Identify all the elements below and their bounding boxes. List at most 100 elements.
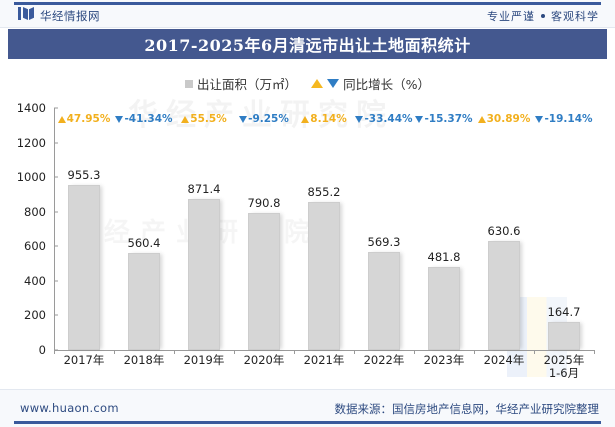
legend-square-icon (185, 79, 194, 88)
y-axis-tick-label: 200 (24, 308, 46, 323)
triangle-down-icon (355, 115, 364, 123)
x-axis-tick-mark (174, 350, 175, 354)
growth-rate-value: -19.14% (544, 113, 593, 125)
y-axis-tick-mark (54, 211, 58, 213)
x-axis-tick-mark (474, 350, 475, 354)
growth-rate-label: -9.25% (234, 111, 294, 127)
chart-title-band: 2017-2025年6月清远市出让土地面积统计 (8, 29, 607, 59)
bar-value-label: 569.3 (367, 234, 401, 249)
y-axis-tick-label: 1000 (16, 170, 46, 185)
legend-item-growth[interactable]: 同比增长（%） (311, 74, 430, 93)
bar-slot: 481.8 (414, 108, 474, 350)
bar-slot: 164.7 (534, 108, 594, 350)
book-logo-icon (18, 7, 34, 25)
bar-slot: 955.3 (54, 108, 114, 350)
footer-url[interactable]: www.huaon.com (20, 401, 119, 415)
bar-series: 955.3 560.4 871.4 790.8 855.2 569.3 481.8 630.6… (54, 108, 594, 350)
y-axis-tick-mark (54, 245, 58, 247)
brand[interactable]: 华经情报网 (18, 7, 100, 25)
growth-rate-label: 55.5% (174, 111, 234, 127)
x-axis-tick-mark (534, 350, 535, 354)
y-axis-tick-label: 800 (24, 204, 46, 219)
growth-rate-value: -41.34% (124, 113, 173, 125)
bar[interactable] (368, 251, 400, 350)
bar[interactable] (188, 199, 220, 350)
bar-value-label: 790.8 (247, 196, 281, 211)
legend-item-area[interactable]: 出让面积（万㎡） (185, 74, 297, 93)
x-axis-label-line: 2023年 (423, 353, 465, 367)
x-axis-label: 2020年 (234, 354, 294, 380)
y-axis-tick-label: 0 (38, 343, 46, 357)
triangle-up-icon (181, 115, 190, 123)
triangle-down-icon (115, 115, 124, 123)
bar[interactable] (428, 266, 460, 350)
triangle-down-icon (239, 115, 248, 123)
bar-value-label: 955.3 (67, 167, 101, 182)
bar-slot: 569.3 (354, 108, 414, 350)
y-axis-tick-label: 400 (24, 273, 46, 288)
y-axis-tick-label: 1400 (16, 101, 46, 115)
footer-accent-rule (14, 421, 601, 424)
bar-slot: 871.4 (174, 108, 234, 350)
tagline: 专业严谨 客观科学 (487, 8, 599, 24)
bar[interactable] (548, 321, 580, 350)
x-axis-label-line: 2019年 (183, 353, 225, 367)
x-axis-label: 2019年 (174, 354, 234, 380)
x-axis-label-line: 2018年 (123, 353, 165, 367)
x-axis-tick-mark (294, 350, 295, 354)
y-axis-tick-mark (54, 314, 58, 316)
x-axis-tick-mark (234, 350, 235, 354)
growth-rate-value: -33.44% (364, 113, 413, 125)
growth-rate-value: 55.5% (190, 113, 227, 125)
growth-rate-label: 30.89% (474, 111, 534, 127)
footer-bar: www.huaon.com 数据来源：国信房地产信息网，华经产业研究院整理 (0, 389, 615, 427)
bar-slot: 560.4 (114, 108, 174, 350)
x-axis-tick-mark (54, 350, 55, 354)
plot-area (54, 108, 594, 350)
growth-rate-label: -19.14% (534, 111, 594, 127)
bar-slot: 630.6 (474, 108, 534, 350)
x-axis-label-line: 2020年 (243, 353, 285, 367)
growth-rate-label: -33.44% (354, 111, 414, 127)
bar-value-label: 630.6 (487, 224, 521, 238)
legend-label-growth: 同比增长（%） (343, 77, 430, 92)
x-axis-labels: 2017年 2018年 2019年 2020年 2021年 2022年 2023年 2024年… (54, 354, 594, 380)
triangle-up-icon (301, 115, 310, 123)
x-axis-tick-mark (594, 350, 595, 354)
y-axis-tick-mark (54, 107, 58, 109)
x-axis-label-line: 2025年 (543, 353, 585, 367)
x-axis-label: 2024年 (474, 354, 534, 380)
tagline-right: 客观科学 (551, 10, 599, 23)
x-axis-label-line: 1-6月 (548, 366, 580, 380)
x-axis-label: 2023年 (414, 354, 474, 380)
tagline-left: 专业严谨 (487, 10, 535, 23)
bar[interactable] (248, 213, 280, 350)
x-axis-label: 2017年 (54, 354, 114, 380)
bar[interactable] (308, 202, 340, 350)
y-axis-tick-mark (54, 142, 58, 144)
top-bar: 华经情报网 专业严谨 客观科学 (0, 0, 615, 28)
x-axis-label: 2018年 (114, 354, 174, 380)
growth-rate-label: -41.34% (114, 111, 174, 127)
chart-legend: 出让面积（万㎡） 同比增长（%） (8, 74, 607, 93)
x-axis-label: 2025年 1-6月 (534, 354, 594, 380)
triangle-up-icon (57, 115, 66, 123)
x-axis-label-line: 2022年 (363, 353, 405, 367)
x-axis-label-line: 2024年 (483, 353, 525, 367)
growth-rate-value: 30.89% (486, 113, 531, 125)
x-axis-label-line: 2021年 (303, 353, 345, 367)
bar[interactable] (68, 184, 100, 350)
legend-label-area: 出让面积（万㎡） (197, 77, 298, 92)
growth-rate-value: -15.37% (424, 113, 473, 125)
tagline-separator-dot (541, 14, 545, 18)
page-title: 2017-2025年6月清远市出让土地面积统计 (144, 36, 471, 55)
bar-slot: 790.8 (234, 108, 294, 350)
x-axis-tick-mark (414, 350, 415, 354)
x-axis-label: 2022年 (354, 354, 414, 380)
bar[interactable] (488, 241, 520, 350)
bar-slot: 855.2 (294, 108, 354, 350)
bar-value-label: 855.2 (307, 185, 341, 200)
bar[interactable] (128, 253, 160, 350)
x-axis-tick-mark (114, 350, 115, 354)
triangle-down-icon (535, 115, 544, 123)
